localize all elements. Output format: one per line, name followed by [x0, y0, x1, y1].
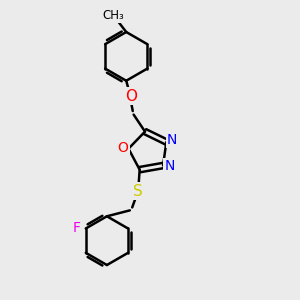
- Text: F: F: [73, 221, 81, 235]
- Text: CH₃: CH₃: [102, 9, 124, 22]
- Text: O: O: [125, 89, 137, 104]
- Text: N: N: [167, 133, 178, 147]
- Text: O: O: [118, 141, 129, 155]
- Text: S: S: [133, 184, 143, 199]
- Text: N: N: [164, 159, 175, 173]
